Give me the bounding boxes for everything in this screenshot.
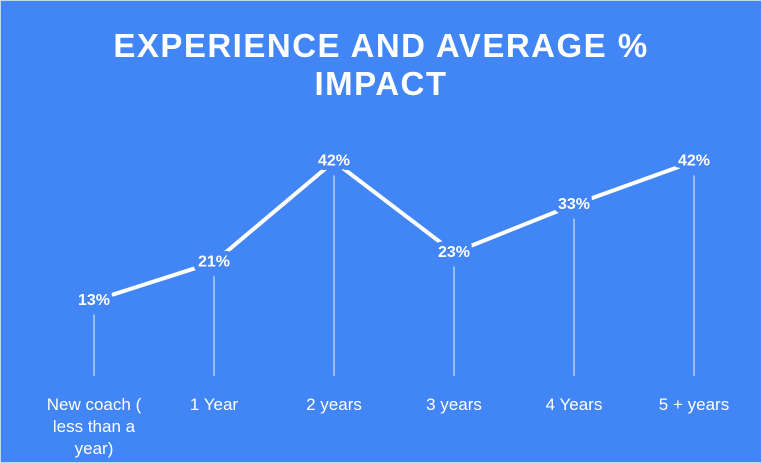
value-label: 21% (198, 253, 230, 270)
x-tick-label: New coach ( less than a year) (46, 395, 142, 458)
x-tick-label: 1 Year (189, 395, 239, 414)
value-label: 33% (558, 196, 590, 213)
chart-title: EXPERIENCE AND AVERAGE % IMPACT (113, 27, 649, 102)
x-tick-label: 2 years (306, 395, 362, 414)
value-label: 23% (438, 244, 470, 261)
x-tick-label: 5 + years (658, 395, 730, 414)
x-tick-label: 4 Years (545, 395, 603, 414)
value-label: 42% (678, 153, 710, 170)
line (93, 159, 695, 303)
value-label: 42% (318, 153, 350, 170)
value-label: 13% (78, 292, 110, 309)
x-tick-label: 3 years (426, 395, 482, 414)
